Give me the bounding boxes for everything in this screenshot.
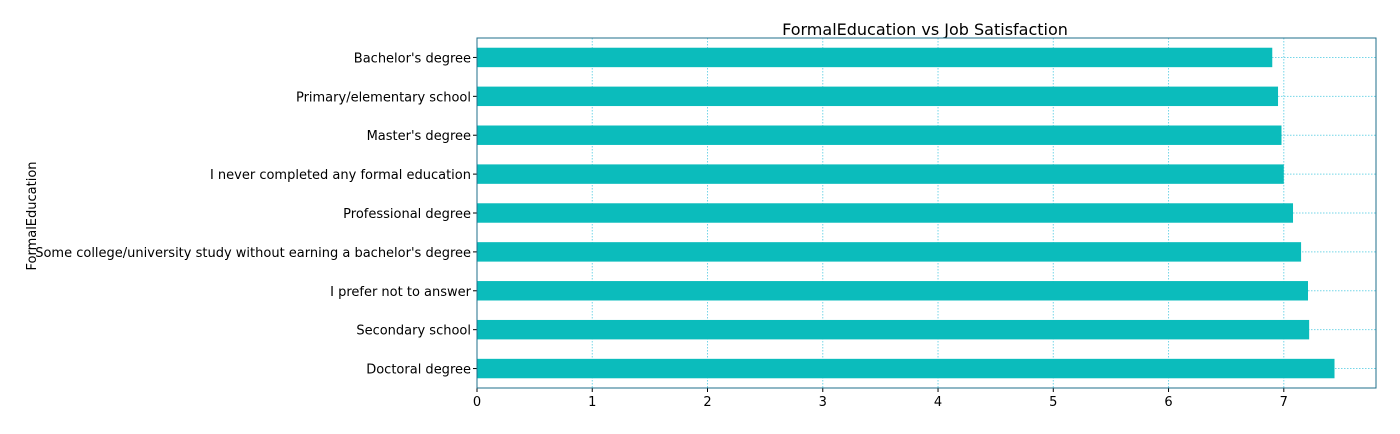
y-tick-label: I prefer not to answer bbox=[330, 285, 472, 300]
y-tick-label: Primary/elementary school bbox=[296, 90, 471, 105]
y-tick-label: Professional degree bbox=[343, 207, 471, 222]
bar bbox=[477, 164, 1284, 184]
x-tick-labels: 0 1 2 3 4 5 6 7 bbox=[473, 388, 1288, 410]
x-tick-label: 3 bbox=[819, 395, 827, 410]
x-tick-label: 2 bbox=[703, 395, 711, 410]
x-tick-label: 1 bbox=[588, 395, 596, 410]
bar bbox=[477, 86, 1279, 107]
plot-frame bbox=[476, 37, 1377, 389]
y-axis-label: FormalEducation bbox=[25, 161, 40, 270]
y-tick-label: Secondary school bbox=[356, 324, 471, 339]
y-tick-label: I never completed any formal education bbox=[210, 168, 471, 183]
bar bbox=[477, 203, 1294, 223]
chart-title: FormalEducation vs Job Satisfaction bbox=[782, 20, 1068, 39]
x-tick-label: 4 bbox=[934, 395, 942, 410]
y-tick-label: Some college/university study without ea… bbox=[35, 246, 471, 261]
bar bbox=[477, 242, 1302, 262]
x-tick-label: 0 bbox=[473, 395, 481, 410]
bar bbox=[477, 281, 1308, 301]
bar bbox=[477, 319, 1310, 340]
y-tick-label: Bachelor's degree bbox=[354, 51, 471, 66]
bar bbox=[477, 125, 1282, 145]
x-tick-label: 5 bbox=[1049, 395, 1057, 410]
bar bbox=[477, 358, 1335, 379]
x-tick-label: 7 bbox=[1280, 395, 1288, 410]
y-tick-label: Master's degree bbox=[367, 129, 471, 144]
bar bbox=[477, 47, 1273, 68]
x-tick-label: 6 bbox=[1164, 395, 1172, 410]
y-tick-labels: Bachelor's degree Primary/elementary scho… bbox=[35, 51, 477, 378]
y-tick-label: Doctoral degree bbox=[366, 363, 471, 378]
bars bbox=[477, 47, 1335, 379]
